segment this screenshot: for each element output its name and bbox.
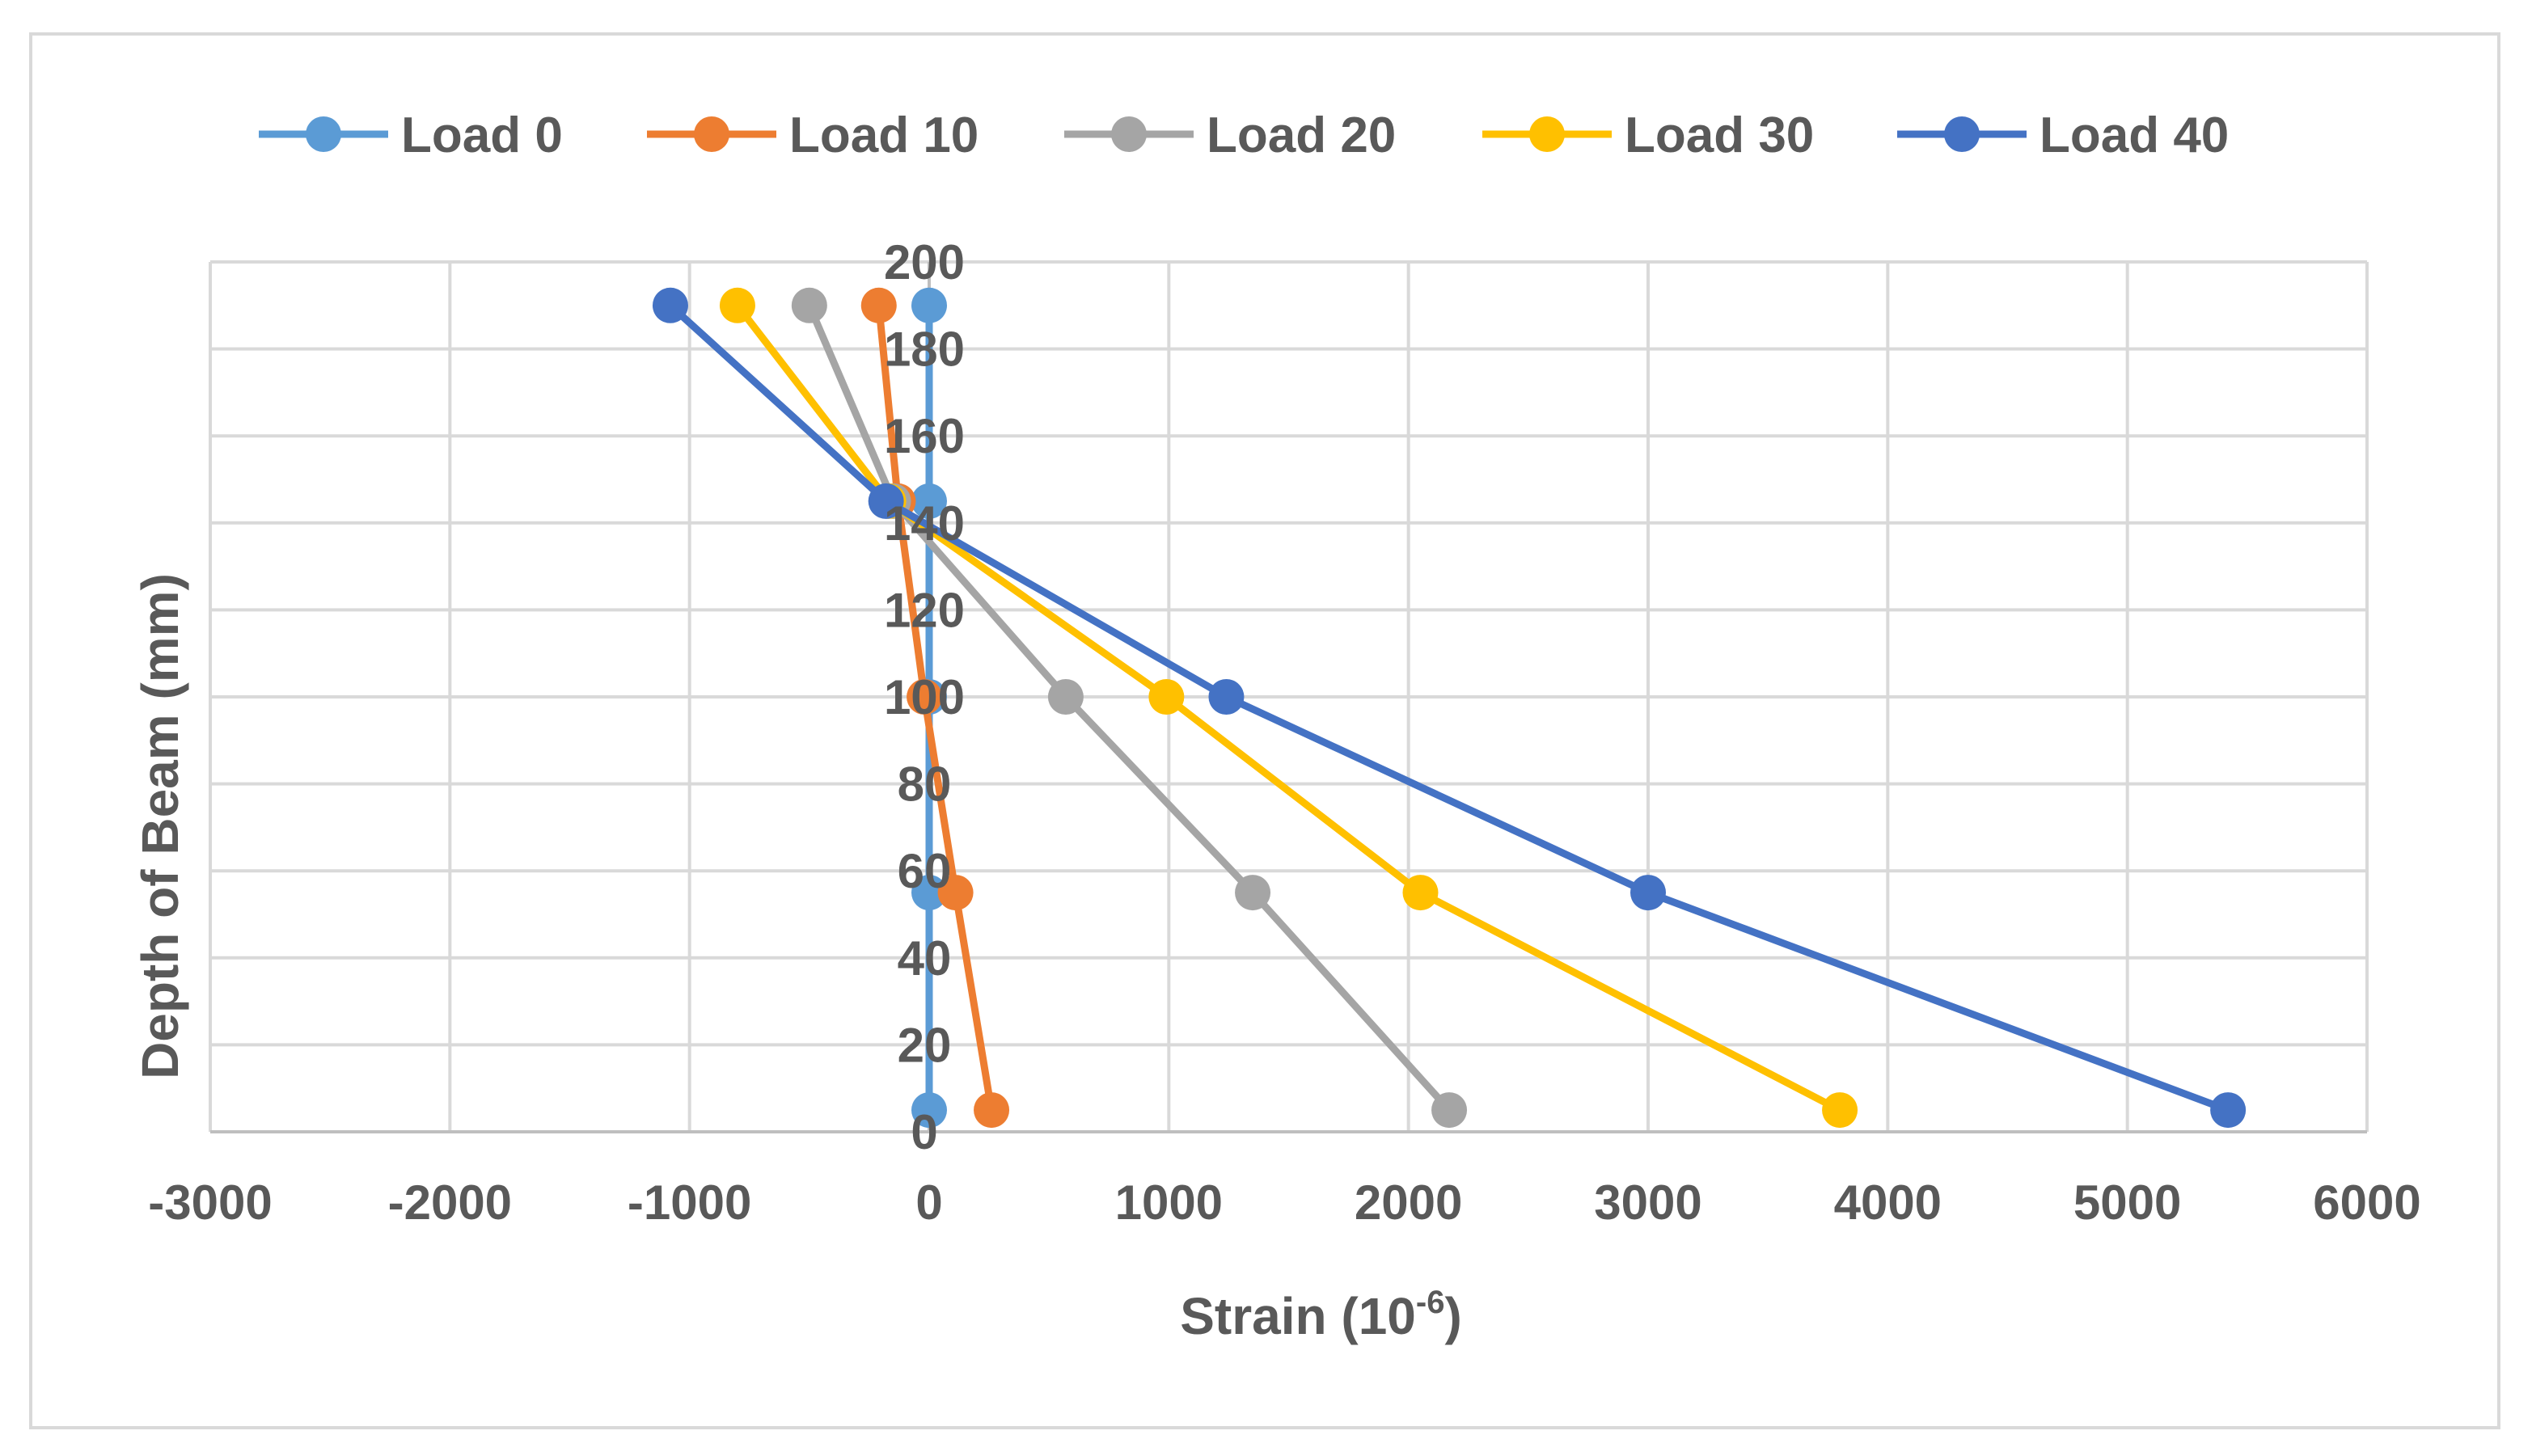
data-point bbox=[1148, 679, 1185, 715]
legend-label: Load 10 bbox=[789, 108, 979, 163]
legend-item-load-30: Load 30 bbox=[1482, 108, 1814, 163]
y-axis-title: Depth of Beam (mm) bbox=[131, 573, 189, 1079]
data-point bbox=[974, 1092, 1010, 1129]
legend-marker bbox=[1111, 116, 1147, 152]
data-point bbox=[860, 287, 897, 323]
chart-frame: -3000 -2000 -1000 0 1000 2000 3000 4000 5000 6000… bbox=[29, 32, 2500, 1429]
x-axis-title: Strain (10-6) bbox=[1180, 1285, 1462, 1345]
strain-depth-chart: -3000 -2000 -1000 0 1000 2000 3000 4000 5000 6000… bbox=[131, 108, 2421, 1345]
legend-marker bbox=[306, 116, 341, 152]
data-point bbox=[1047, 679, 1084, 715]
y-tick-label: 100 bbox=[884, 670, 965, 724]
data-point bbox=[791, 287, 827, 323]
x-tick-label: -1000 bbox=[628, 1175, 751, 1230]
legend-marker bbox=[694, 116, 729, 152]
data-point bbox=[1630, 875, 1666, 911]
y-tick-label: 140 bbox=[884, 496, 965, 551]
data-point bbox=[1235, 875, 1271, 911]
data-point bbox=[1208, 679, 1245, 715]
legend-marker bbox=[1529, 116, 1565, 152]
y-tick-label: 160 bbox=[884, 409, 965, 463]
y-tick-label: 200 bbox=[884, 235, 965, 289]
data-point bbox=[1822, 1092, 1858, 1129]
y-tick-label: 180 bbox=[884, 323, 965, 377]
x-axis-title-suffix: ) bbox=[1444, 1287, 1461, 1345]
grid-layer bbox=[209, 260, 2369, 1132]
y-tick-label: 120 bbox=[884, 583, 965, 637]
legend-label: Load 30 bbox=[1625, 108, 1814, 163]
y-tick-label: 40 bbox=[898, 931, 952, 985]
data-point bbox=[911, 483, 947, 519]
x-axis-title-text: Strain (10 bbox=[1180, 1287, 1416, 1345]
y-tick-label: 0 bbox=[911, 1105, 937, 1159]
legend-label: Load 40 bbox=[2040, 108, 2229, 163]
data-point bbox=[911, 875, 947, 911]
y-tick-label: 60 bbox=[898, 844, 952, 898]
legend-marker bbox=[1944, 116, 1980, 152]
x-tick-label: 6000 bbox=[2313, 1175, 2420, 1230]
x-tick-label: -3000 bbox=[148, 1175, 272, 1230]
x-axis-title-superscript: -6 bbox=[1416, 1285, 1445, 1320]
data-point bbox=[2210, 1092, 2247, 1129]
x-tick-label: 3000 bbox=[1594, 1175, 1701, 1230]
data-point bbox=[937, 875, 974, 911]
data-point bbox=[719, 287, 755, 323]
series-layer bbox=[652, 287, 2247, 1129]
x-tick-label: -2000 bbox=[388, 1175, 512, 1230]
labels-layer: -3000 -2000 -1000 0 1000 2000 3000 4000 5000 6000… bbox=[131, 235, 2421, 1345]
data-point bbox=[652, 287, 688, 323]
x-tick-label: 4000 bbox=[1834, 1175, 1942, 1230]
legend-item-load-0: Load 0 bbox=[259, 108, 563, 163]
legend-item-load-20: Load 20 bbox=[1064, 108, 1396, 163]
y-tick-label: 20 bbox=[898, 1018, 952, 1072]
data-point bbox=[1431, 1092, 1468, 1129]
data-point bbox=[911, 1092, 947, 1129]
data-point bbox=[1402, 875, 1439, 911]
legend-label: Load 20 bbox=[1207, 108, 1396, 163]
series-load-40 bbox=[652, 287, 2247, 1129]
data-point bbox=[868, 483, 904, 519]
legend-layer: Load 0 Load 10 Load 20 Load 30 Load 40 bbox=[259, 108, 2229, 163]
x-tick-label: 0 bbox=[915, 1175, 942, 1230]
legend-item-load-10: Load 10 bbox=[647, 108, 979, 163]
x-tick-label: 5000 bbox=[2073, 1175, 2181, 1230]
data-point bbox=[907, 679, 943, 715]
data-point bbox=[911, 287, 947, 323]
legend-label: Load 0 bbox=[401, 108, 563, 163]
x-tick-label: 2000 bbox=[1355, 1175, 1462, 1230]
y-tick-label: 80 bbox=[898, 758, 952, 812]
x-tick-label: 1000 bbox=[1115, 1175, 1223, 1230]
legend-item-load-40: Load 40 bbox=[1897, 108, 2229, 163]
